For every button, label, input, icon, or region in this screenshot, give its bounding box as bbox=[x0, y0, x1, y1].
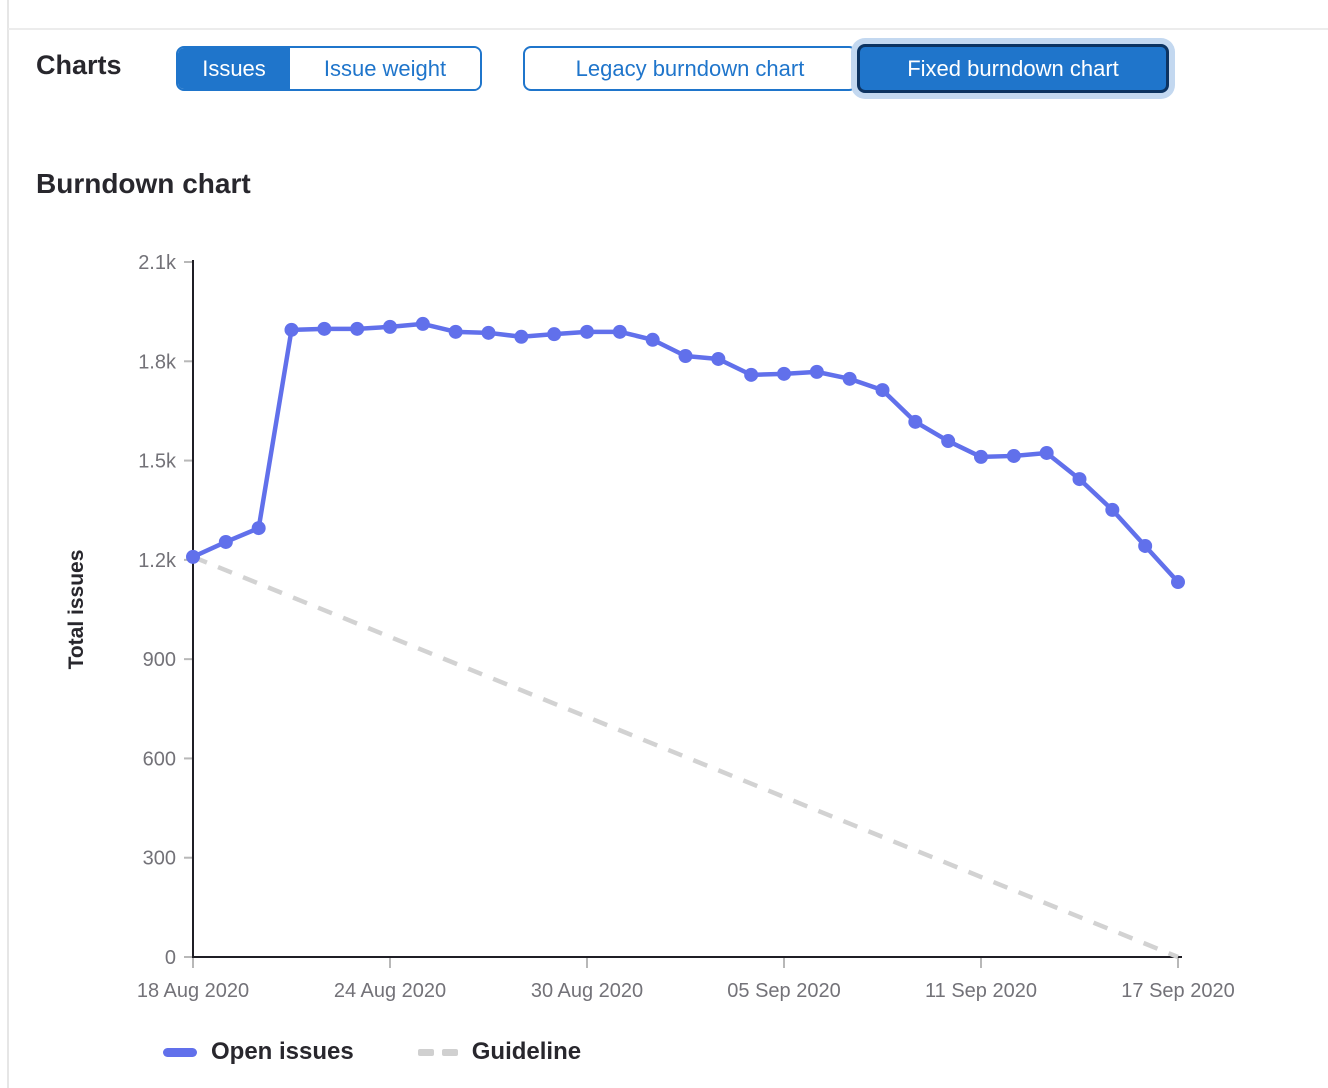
fixed-burndown-chart-button[interactable]: Fixed burndown chart bbox=[857, 44, 1169, 93]
y-tick-label: 2.1k bbox=[138, 252, 177, 274]
y-axis-title: Total issues bbox=[65, 550, 88, 670]
data-point[interactable] bbox=[186, 549, 200, 564]
section-title: Burndown chart bbox=[36, 168, 251, 199]
guideline-swatch-icon bbox=[417, 1048, 458, 1056]
legend-item-guideline: Guideline bbox=[417, 1038, 582, 1066]
data-point[interactable] bbox=[251, 521, 266, 536]
data-point[interactable] bbox=[842, 371, 857, 386]
data-point[interactable] bbox=[1105, 502, 1120, 517]
data-point[interactable] bbox=[514, 329, 529, 344]
content-top-border bbox=[8, 28, 1328, 30]
metric-toggle-group: Issues Issue weight bbox=[176, 46, 482, 91]
data-point[interactable] bbox=[809, 364, 824, 379]
data-point[interactable] bbox=[777, 366, 791, 381]
y-tick-label: 1.5k bbox=[138, 451, 177, 473]
y-tick-label: 300 bbox=[143, 848, 176, 870]
x-tick-label: 17 Sep 2020 bbox=[1121, 980, 1234, 1002]
y-tick-label: 1.2k bbox=[138, 550, 177, 572]
data-point[interactable] bbox=[448, 324, 463, 339]
data-point[interactable] bbox=[1072, 472, 1087, 487]
data-point[interactable] bbox=[1138, 538, 1153, 553]
x-tick-label: 30 Aug 2020 bbox=[531, 980, 643, 1002]
burndown-chart: 0 300 600 900 1.2k 1.5k 1.8k 2.1k 18 Aug 2020 24 … bbox=[65, 252, 1235, 1002]
x-tick-label: 24 Aug 2020 bbox=[334, 980, 446, 1002]
open-issues-series bbox=[186, 316, 1185, 590]
data-point[interactable] bbox=[284, 322, 299, 337]
data-point[interactable] bbox=[383, 319, 397, 334]
charts-toolbar: Charts Issues Issue weight Legacy burndo… bbox=[0, 44, 1328, 93]
y-tick-label: 1.8k bbox=[138, 351, 177, 373]
y-tick-label: 900 bbox=[143, 649, 176, 671]
data-point[interactable] bbox=[612, 324, 627, 339]
data-point[interactable] bbox=[875, 383, 890, 398]
legacy-burndown-chart-button[interactable]: Legacy burndown chart bbox=[523, 46, 857, 91]
charts-label: Charts bbox=[36, 50, 122, 80]
data-point[interactable] bbox=[908, 414, 923, 429]
data-point[interactable] bbox=[645, 332, 660, 347]
x-tick-label: 18 Aug 2020 bbox=[137, 980, 249, 1002]
data-point[interactable] bbox=[1006, 448, 1021, 463]
data-point[interactable] bbox=[1039, 445, 1054, 460]
x-tick-label: 05 Sep 2020 bbox=[727, 980, 840, 1002]
legend-item-open-issues: Open issues bbox=[163, 1038, 354, 1066]
chart-legend: Open issues Guideline bbox=[163, 1038, 581, 1066]
y-tick-label: 0 bbox=[165, 947, 176, 969]
data-point[interactable] bbox=[481, 325, 496, 340]
data-point[interactable] bbox=[350, 321, 365, 336]
toggle-issues[interactable]: Issues bbox=[178, 48, 290, 89]
data-point[interactable] bbox=[1171, 575, 1185, 590]
legend-label: Open issues bbox=[211, 1038, 354, 1065]
data-point[interactable] bbox=[547, 327, 562, 342]
data-point[interactable] bbox=[678, 348, 693, 363]
data-point[interactable] bbox=[218, 534, 233, 549]
content-left-border bbox=[7, 0, 9, 1088]
toggle-issue-weight[interactable]: Issue weight bbox=[290, 48, 480, 89]
legend-label: Guideline bbox=[471, 1038, 582, 1065]
x-tick-label: 11 Sep 2020 bbox=[925, 980, 1037, 1002]
axes: 0 300 600 900 1.2k 1.5k 1.8k 2.1k 18 Aug 2020 24 … bbox=[137, 252, 1235, 1002]
data-point[interactable] bbox=[415, 316, 430, 331]
data-point[interactable] bbox=[317, 321, 332, 336]
data-point[interactable] bbox=[974, 449, 988, 464]
data-point[interactable] bbox=[744, 367, 759, 382]
guideline-line bbox=[192, 554, 1179, 960]
data-point[interactable] bbox=[941, 434, 956, 449]
y-tick-label: 600 bbox=[143, 748, 176, 770]
open-issues-swatch-icon bbox=[163, 1047, 197, 1057]
data-point[interactable] bbox=[580, 324, 594, 339]
data-point[interactable] bbox=[711, 351, 726, 366]
